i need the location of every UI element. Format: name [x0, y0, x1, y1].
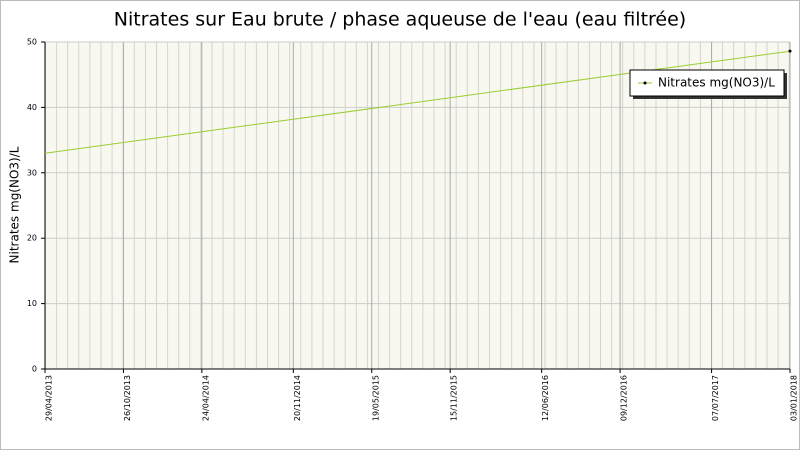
legend: [629, 69, 785, 97]
legend-marker: [643, 81, 647, 85]
y-tick-label: 0: [32, 365, 37, 374]
x-tick-label: 09/12/2016: [620, 375, 629, 421]
chart-title: Nitrates sur Eau brute / phase aqueuse d…: [114, 9, 686, 31]
y-tick-label: 10: [27, 299, 37, 308]
x-tick-label: 29/04/2013: [45, 375, 54, 421]
x-tick-label: 07/07/2017: [711, 375, 720, 421]
x-tick-label: 24/04/2014: [201, 375, 210, 421]
x-tick-label: 19/05/2015: [371, 375, 380, 421]
line: [44, 50, 791, 154]
x-tick-label: 15/11/2015: [450, 375, 459, 421]
x-tick-label: 12/06/2016: [541, 375, 550, 421]
legend-label: Nitrates mg(NO3)/L: [658, 76, 775, 90]
x-tick-label: 03/01/2018: [790, 375, 799, 421]
y-tick-label: 30: [27, 168, 37, 177]
y-tick-label: 20: [27, 234, 37, 243]
point: [788, 49, 792, 53]
y-axis-label: Nitrates mg(NO3)/L: [8, 146, 22, 263]
y-tick-label: 40: [27, 103, 37, 112]
x-tick-label: 26/10/2013: [123, 375, 132, 421]
y-tick-label: 50: [27, 38, 37, 47]
x-tick-label: 20/11/2014: [293, 375, 302, 421]
